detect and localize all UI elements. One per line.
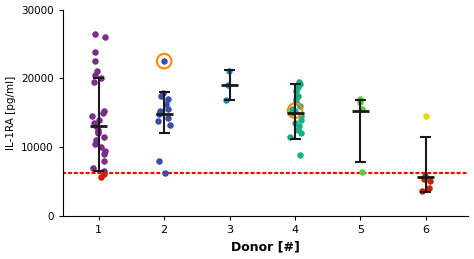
Point (297, 114, 305, 118)
Y-axis label: IL-1RA [pg/ml]: IL-1RA [pg/ml] (6, 76, 16, 150)
Point (95, 118, 103, 122)
Point (92, 124, 100, 128)
Point (155, 112, 163, 116)
Point (426, 186, 433, 190)
Point (91, 59, 98, 63)
Point (97, 145, 105, 149)
Point (100, 172, 108, 176)
Point (159, 91, 167, 96)
Point (292, 97, 299, 101)
Point (225, 69, 233, 74)
Point (288, 111, 295, 115)
Point (97, 76, 105, 80)
Point (93, 69, 100, 74)
Point (92, 138, 100, 142)
Point (90, 80, 98, 84)
Point (155, 159, 163, 163)
Point (420, 177, 428, 181)
Point (291, 109, 299, 113)
Point (89, 114, 96, 118)
Point (91, 50, 99, 54)
Point (297, 82, 304, 86)
Point (356, 100, 364, 104)
Point (162, 171, 169, 175)
Point (292, 100, 300, 104)
Point (91, 142, 99, 146)
Point (94, 131, 102, 135)
Point (358, 170, 365, 174)
Point (422, 114, 430, 118)
Point (160, 59, 168, 63)
Point (100, 111, 107, 115)
Point (157, 93, 164, 98)
Point (100, 169, 108, 173)
Point (97, 175, 104, 179)
Point (89, 166, 97, 170)
Point (100, 152, 108, 156)
Point (94, 130, 102, 134)
Point (288, 107, 296, 111)
Point (421, 174, 429, 178)
Point (295, 80, 302, 84)
Point (91, 73, 99, 77)
Point (292, 89, 300, 93)
Point (100, 109, 108, 113)
Point (101, 35, 109, 39)
Point (91, 32, 99, 36)
Point (164, 107, 172, 111)
Point (166, 123, 174, 127)
Point (427, 179, 434, 183)
Point (101, 148, 109, 153)
Point (224, 83, 232, 87)
Point (294, 128, 302, 132)
Point (295, 124, 303, 128)
Point (291, 121, 299, 125)
Point (357, 97, 365, 101)
Point (297, 118, 305, 122)
Point (297, 104, 304, 108)
Point (294, 93, 301, 98)
Point (294, 84, 302, 89)
Point (94, 128, 101, 132)
Point (286, 135, 293, 139)
Point (291, 109, 299, 113)
Point (164, 116, 172, 120)
X-axis label: Donor [#]: Donor [#] (231, 240, 300, 254)
Point (90, 121, 97, 125)
Point (296, 153, 304, 157)
Point (160, 59, 168, 63)
Point (418, 189, 426, 193)
Point (359, 107, 366, 111)
Point (100, 135, 108, 139)
Point (100, 159, 108, 163)
Point (156, 109, 164, 113)
Point (222, 98, 230, 102)
Point (163, 102, 170, 106)
Point (154, 119, 162, 123)
Point (297, 131, 305, 135)
Point (164, 97, 172, 101)
